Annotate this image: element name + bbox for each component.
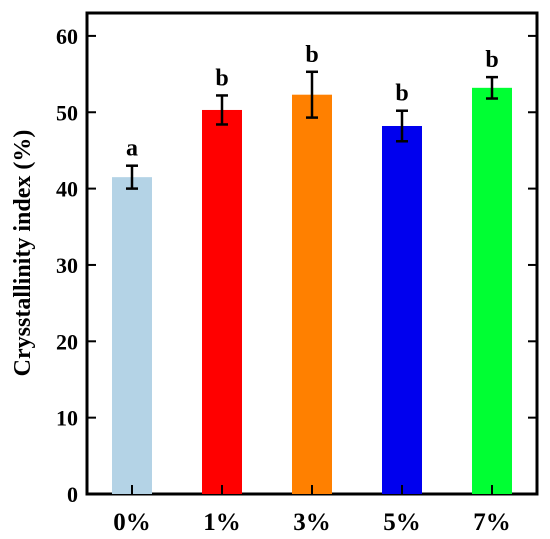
bar-3 [382, 125, 422, 494]
bar-2 [292, 94, 332, 494]
y-tick-label-10: 10 [56, 406, 78, 431]
x-tick-label-4: 7% [473, 509, 511, 536]
y-axis: 0 10 20 30 40 50 60 [56, 24, 537, 507]
x-tick-label-0: 0% [113, 509, 151, 536]
x-axis: 0% 1% 3% 5% 7% [113, 485, 511, 536]
bar-4 [472, 87, 512, 495]
y-tick-label-50: 50 [56, 100, 78, 125]
significance-label-4: b [485, 47, 498, 73]
bar-1 [202, 109, 242, 494]
x-tick-label-1: 1% [203, 509, 241, 536]
x-tick-label-3: 5% [383, 509, 421, 536]
x-tick-label-2: 3% [293, 509, 331, 536]
y-tick-label-30: 30 [56, 253, 78, 278]
y-tick-label-60: 60 [56, 24, 78, 49]
significance-label-0: a [126, 136, 138, 162]
y-tick-label-0: 0 [67, 482, 78, 507]
significance-label-2: b [305, 42, 318, 68]
y-tick-label-40: 40 [56, 177, 78, 202]
bars: a b b b b [112, 42, 512, 495]
y-axis-label: Crysstallinity index (%) [10, 130, 36, 377]
y-tick-label-20: 20 [56, 329, 78, 354]
significance-label-1: b [215, 65, 228, 91]
significance-label-3: b [395, 81, 408, 107]
bar-0 [112, 177, 152, 494]
